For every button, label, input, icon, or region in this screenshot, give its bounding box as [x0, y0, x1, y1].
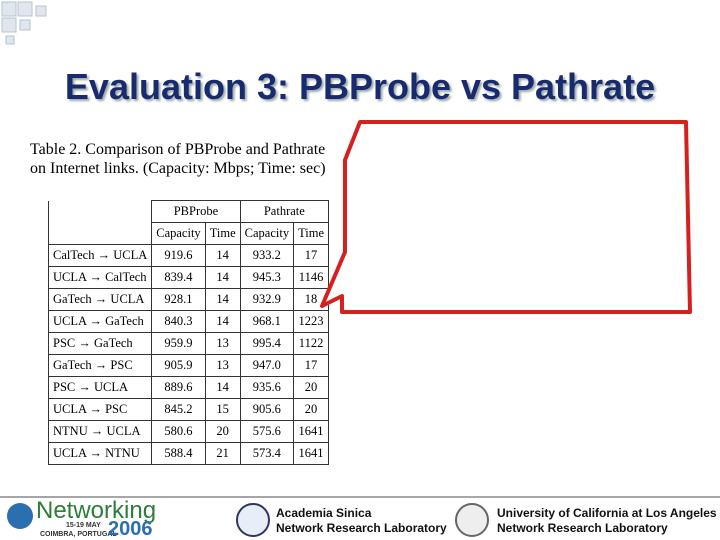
value-cell: 905.9	[151, 354, 206, 377]
link-cell: CalTech → UCLA	[47, 244, 153, 267]
value-cell: 20	[293, 398, 330, 421]
table-caption: Table 2. Comparison of PBProbe and Pathr…	[30, 140, 326, 178]
value-cell: 935.6	[239, 376, 295, 399]
conference-year: 2006	[108, 518, 153, 540]
value-cell: 845.2	[151, 398, 206, 421]
lab-name: Academia Sinica	[276, 506, 372, 520]
comparison-table: PBProbe Pathrate Capacity Time Capacity Time C…	[47, 200, 330, 465]
caption-line: Table 2. Comparison of PBProbe and Pathr…	[30, 141, 326, 158]
table-row: UCLA → GaTech 840.3 14 968.1 1223	[47, 310, 330, 333]
value-cell: 17	[293, 354, 330, 377]
link-cell: PSC → GaTech	[47, 332, 153, 355]
value-cell: 15	[204, 398, 241, 421]
column-header: Time	[204, 222, 241, 245]
value-cell: 932.9	[239, 288, 295, 311]
value-cell: 1641	[293, 442, 330, 465]
table-row: UCLA → CalTech 839.4 14 945.3 1146	[47, 266, 330, 289]
table-row: UCLA → NTNU 588.4 21 573.4 1641	[47, 442, 330, 465]
table-row: GaTech → UCLA 928.1 14 932.9 18	[47, 288, 330, 311]
slide-title: Evaluation 3: PBProbe vs Pathrate	[64, 66, 656, 107]
value-cell: 959.9	[151, 332, 206, 355]
value-cell: 14	[204, 310, 241, 333]
lab-name: Network Research Laboratory	[276, 521, 447, 535]
table-row: UCLA → PSC 845.2 15 905.6 20	[47, 398, 330, 421]
link-cell: UCLA → PSC	[47, 398, 153, 421]
lab-name: University of California at Los Angeles	[497, 506, 717, 520]
value-cell: 588.4	[151, 442, 206, 465]
value-cell: 20	[293, 376, 330, 399]
caption-line: on Internet links. (Capacity: Mbps; Time…	[30, 160, 326, 177]
value-cell: 947.0	[239, 354, 295, 377]
link-cell: UCLA → NTNU	[47, 442, 153, 465]
value-cell: 580.6	[151, 420, 206, 443]
column-header: Time	[293, 222, 330, 245]
header-row: PBProbe Pathrate	[47, 200, 330, 223]
group-header: PBProbe	[151, 200, 241, 223]
conference-name: Networking	[36, 497, 157, 524]
lab-name: Network Research Laboratory	[497, 521, 668, 535]
conference-place: COIMBRA, PORTUGAL	[40, 531, 117, 538]
conference-dates: 15-19 MAY	[66, 522, 101, 529]
link-cell: UCLA → GaTech	[47, 310, 153, 333]
value-cell: 928.1	[151, 288, 206, 311]
value-cell: 933.2	[239, 244, 295, 267]
value-cell: 840.3	[151, 310, 206, 333]
table-row: NTNU → UCLA 580.6 20 575.6 1641	[47, 420, 330, 443]
value-cell: 21	[204, 442, 241, 465]
group-header: Pathrate	[239, 200, 330, 223]
value-cell: 575.6	[239, 420, 295, 443]
value-cell: 889.6	[151, 376, 206, 399]
value-cell: 573.4	[239, 442, 295, 465]
